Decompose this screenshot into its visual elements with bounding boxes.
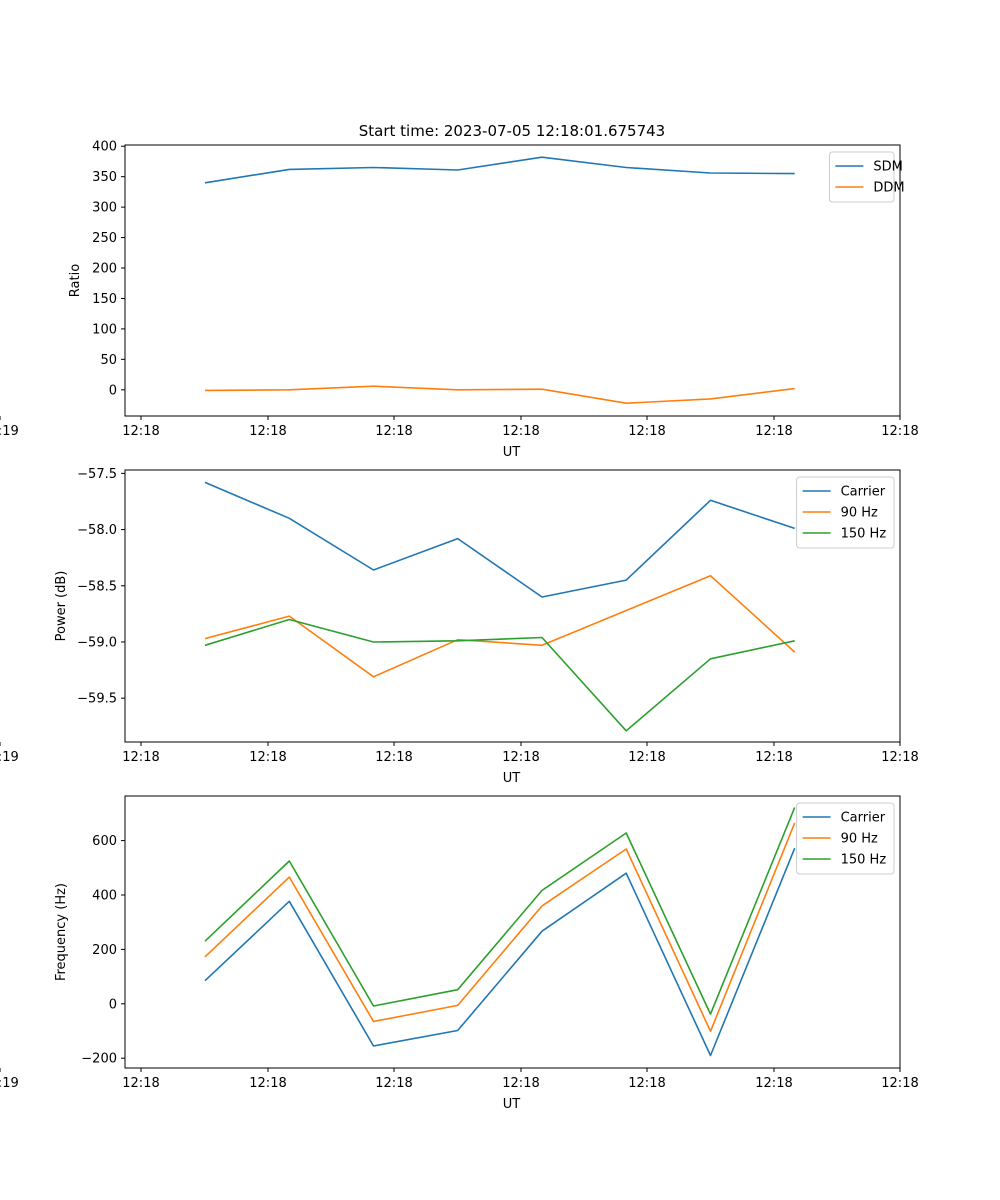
x-tick-label: 12:19 [0,424,19,439]
legend-label: 150 Hz [841,853,887,868]
x-tick-label: 12:18 [249,750,286,765]
y-tick-label: −57.5 [77,467,117,482]
series-line-carrier [204,481,795,598]
y-tick-label: −58.0 [77,523,117,538]
x-tick-label: 12:18 [755,1076,792,1091]
y-tick-label: 400 [92,140,117,155]
x-tick-label: 12:18 [375,1076,412,1091]
legend-label: 90 Hz [841,832,878,847]
y-tick-label: 400 [92,889,117,904]
y-axis-label: Power (dB) [54,571,69,642]
y-tick-label: 150 [92,292,117,307]
y-tick-label: 200 [92,943,117,958]
legend-label: Carrier [841,811,886,826]
y-tick-label: 100 [92,322,117,337]
series-line-90-hz [204,574,796,678]
axes-frame [124,144,901,417]
legend-box [828,151,895,203]
x-tick-label: 12:18 [122,424,159,439]
series-line-carrier [204,847,796,1057]
y-tick-label: 350 [92,170,117,185]
chart-panel-3: 12:18 12:18 12:18 12:18 12:18 12:18 12:18 12:19… [0,795,919,1112]
y-tick-label: 250 [92,231,117,246]
x-axis-label: UT [503,445,521,460]
x-tick-label: 12:18 [628,1076,665,1091]
x-tick-label: 12:18 [502,1076,539,1091]
y-axis-label: Ratio [68,264,83,297]
legend-box [796,476,895,549]
series-line-150-hz [204,618,795,732]
x-axis-label: UT [503,771,521,786]
series-line-sdm [204,156,795,184]
x-tick-label: 12:18 [249,424,286,439]
series-line-150-hz [204,807,796,1015]
legend-label: DDM [873,181,904,196]
y-tick-label: −200 [81,1052,117,1067]
x-tick-label: 12:19 [0,1076,19,1091]
y-tick-label: 200 [92,262,117,277]
x-tick-label: 12:18 [755,750,792,765]
y-tick-label: −59.5 [77,692,117,707]
legend-label: SDM [873,160,902,175]
legend: Carrier 90 Hz 150 Hz [796,476,895,549]
y-tick-label: 0 [109,997,117,1012]
x-tick-label: 12:18 [122,1076,159,1091]
y-tick-label: 600 [92,834,117,849]
legend-label: Carrier [841,485,886,500]
x-tick-label: 12:18 [375,750,412,765]
chart-panel-2: 12:18 12:18 12:18 12:18 12:18 12:18 12:18 12:19… [0,467,919,786]
figure-title: Start time: 2023-07-05 12:18:01.675743 [359,122,665,140]
legend-label: 90 Hz [841,506,878,521]
x-axis-label: UT [503,1097,521,1112]
x-tick-label: 12:18 [628,424,665,439]
x-tick-label: 12:18 [755,424,792,439]
x-tick-label: 12:18 [502,424,539,439]
y-tick-label: 300 [92,201,117,216]
x-tick-label: 12:18 [375,424,412,439]
series-line-ddm [204,385,795,405]
legend: SDM DDM [828,151,905,203]
legend: Carrier 90 Hz 150 Hz [796,802,895,875]
series-line-90-hz [204,822,796,1033]
y-axis-label: Frequency (Hz) [54,883,69,981]
legend-label: 150 Hz [841,527,887,542]
y-tick-label: 50 [100,353,117,368]
x-tick-label: 12:18 [502,750,539,765]
axes-frame [124,469,901,743]
chart-panel-1: 12:18 12:18 12:18 12:18 12:18 12:18 12:18 12:19… [0,140,919,460]
x-tick-label: 12:18 [881,1076,918,1091]
axes-frame [124,795,901,1069]
x-tick-label: 12:18 [881,750,918,765]
x-tick-label: 12:19 [0,750,19,765]
legend-box [796,802,895,875]
x-tick-label: 12:18 [628,750,665,765]
x-tick-label: 12:18 [881,424,918,439]
y-tick-label: −58.5 [77,579,117,594]
y-tick-label: −59.0 [77,635,117,650]
y-tick-label: 0 [109,383,117,398]
x-tick-label: 12:18 [249,1076,286,1091]
x-tick-label: 12:18 [122,750,159,765]
